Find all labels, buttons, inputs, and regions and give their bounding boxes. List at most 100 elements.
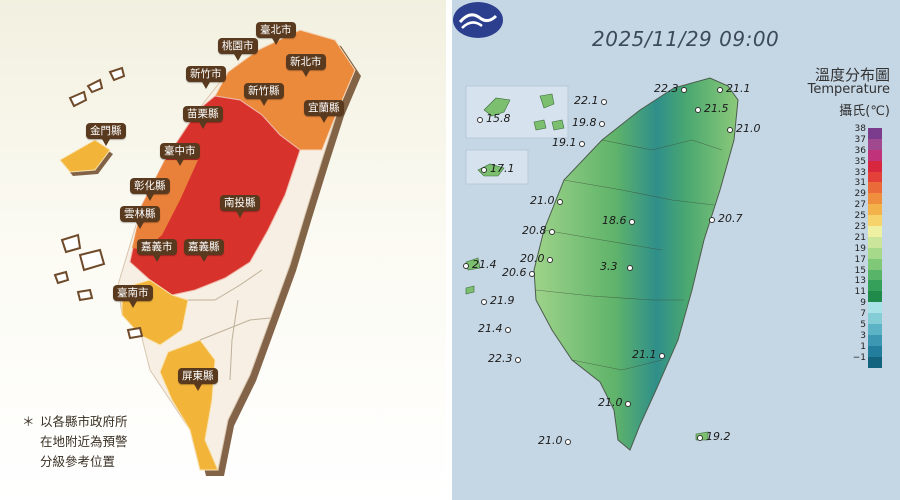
pin-tainan-city[interactable]: 臺南市 bbox=[113, 285, 153, 308]
pin-label: 屏東縣 bbox=[178, 368, 218, 384]
map-title-en: Temperature bbox=[807, 82, 890, 97]
station-dot[interactable] bbox=[579, 141, 585, 147]
station-dot[interactable] bbox=[659, 353, 665, 359]
station-dot[interactable] bbox=[547, 257, 553, 263]
taiwan-island bbox=[533, 77, 739, 451]
legend-swatch bbox=[868, 302, 882, 314]
pin-changhua-county[interactable]: 彰化縣 bbox=[130, 178, 170, 201]
pin-taipei-city[interactable]: 臺北市 bbox=[256, 22, 296, 45]
pin-hsinchu-city[interactable]: 新竹市 bbox=[186, 66, 226, 89]
pin-label: 彰化縣 bbox=[130, 178, 170, 194]
reference-note: ＊ 以各縣市政府所 在地附近為預警 分級參考位置 bbox=[22, 412, 128, 472]
pin-label: 臺南市 bbox=[113, 285, 153, 301]
legend-swatch bbox=[868, 345, 882, 357]
station-dot[interactable] bbox=[627, 265, 633, 271]
station-temperature: 19.8 bbox=[572, 116, 597, 129]
station-dot[interactable] bbox=[727, 127, 733, 133]
legend-swatch bbox=[868, 324, 882, 335]
station-temperature: 22.1 bbox=[574, 94, 599, 107]
station-temperature: 21.0 bbox=[598, 396, 623, 409]
station-temperature: 21.0 bbox=[538, 434, 563, 447]
station-temperature: 21.1 bbox=[632, 348, 657, 361]
legend-swatch bbox=[868, 215, 882, 227]
pin-nantou-county[interactable]: 南投縣 bbox=[220, 195, 260, 218]
station-temperature: 21.4 bbox=[472, 258, 497, 271]
station-temperature: 18.6 bbox=[602, 214, 627, 227]
station-temperature: 22.3 bbox=[488, 352, 513, 365]
station-dot[interactable] bbox=[629, 219, 635, 225]
legend-ticks: 38 37 36 35 33 31 29 27 25 23 21 19 17 15 13 11 9 7 5 3 1 −1 bbox=[844, 124, 866, 364]
legend-tick: 37 bbox=[854, 134, 866, 145]
station-temperature: 21.0 bbox=[530, 194, 555, 207]
station-dot[interactable] bbox=[557, 199, 563, 205]
unit-label: 攝氏(℃) bbox=[839, 104, 890, 119]
cwa-logo bbox=[453, 2, 503, 38]
legend-tick: 36 bbox=[854, 145, 866, 156]
pin-label: 嘉義縣 bbox=[184, 239, 224, 255]
pin-kinmen-county[interactable]: 金門縣 bbox=[86, 123, 126, 146]
station-dot[interactable] bbox=[565, 439, 571, 445]
station-dot[interactable] bbox=[481, 167, 487, 173]
pin-yilan-county[interactable]: 宜蘭縣 bbox=[304, 100, 344, 123]
legend-tick: 17 bbox=[854, 254, 866, 265]
legend-tick: 27 bbox=[854, 200, 866, 211]
legend-swatch bbox=[868, 258, 882, 270]
station-dot[interactable] bbox=[697, 435, 703, 441]
pin-miaoli-county[interactable]: 苗栗縣 bbox=[183, 106, 223, 129]
legend-color-bar bbox=[868, 128, 882, 368]
station-dot[interactable] bbox=[599, 121, 605, 127]
county-lines bbox=[535, 139, 723, 371]
legend-tick: 33 bbox=[854, 167, 866, 178]
station-dot[interactable] bbox=[695, 107, 701, 113]
legend-swatch bbox=[868, 138, 882, 150]
station-dot[interactable] bbox=[505, 327, 511, 333]
pin-label: 桃園市 bbox=[218, 38, 258, 54]
pin-taichung-city[interactable]: 臺中市 bbox=[160, 143, 200, 166]
legend-swatch bbox=[868, 204, 882, 216]
station-temperature: 19.2 bbox=[706, 430, 731, 443]
legend-swatch bbox=[868, 313, 882, 325]
map-title: 溫度分布圖 bbox=[814, 66, 890, 84]
station-dot[interactable] bbox=[625, 401, 631, 407]
station-temperature: 19.1 bbox=[552, 136, 577, 149]
legend-tick: 35 bbox=[854, 156, 866, 167]
legend-tick: 7 bbox=[860, 309, 866, 320]
matsu-inset bbox=[465, 85, 569, 139]
station-dot[interactable] bbox=[463, 263, 469, 269]
pin-new-taipei-city[interactable]: 新北市 bbox=[286, 54, 326, 77]
station-dot[interactable] bbox=[549, 229, 555, 235]
kinmen-island bbox=[59, 139, 111, 173]
station-dot[interactable] bbox=[529, 271, 535, 277]
note-line-3: 分級參考位置 bbox=[40, 454, 116, 469]
pin-pingtung-county[interactable]: 屏東縣 bbox=[178, 368, 218, 391]
station-dot[interactable] bbox=[515, 357, 521, 363]
station-temperature: 20.7 bbox=[718, 212, 743, 225]
pin-chiayi-city[interactable]: 嘉義市 bbox=[137, 239, 177, 262]
pin-yunlin-county[interactable]: 雲林縣 bbox=[120, 206, 160, 229]
station-dot[interactable] bbox=[477, 117, 483, 123]
pin-label: 新北市 bbox=[286, 54, 326, 70]
outlying-islands bbox=[465, 257, 709, 441]
station-dot[interactable] bbox=[481, 299, 487, 305]
pin-label: 嘉義市 bbox=[137, 239, 177, 255]
station-dot[interactable] bbox=[601, 99, 607, 105]
station-temperature: 22.3 bbox=[654, 82, 679, 95]
station-temperature: 21.4 bbox=[478, 322, 503, 335]
legend-swatch bbox=[868, 160, 882, 172]
pin-taoyuan-city[interactable]: 桃園市 bbox=[218, 38, 258, 61]
station-dot[interactable] bbox=[681, 87, 687, 93]
station-temperature: 20.6 bbox=[502, 266, 527, 279]
legend-swatch bbox=[868, 226, 882, 237]
legend-swatch bbox=[868, 356, 882, 368]
legend-swatch bbox=[868, 291, 882, 303]
legend-tick: 15 bbox=[854, 265, 866, 276]
station-dot[interactable] bbox=[709, 217, 715, 223]
pin-chiayi-county[interactable]: 嘉義縣 bbox=[184, 239, 224, 262]
legend-swatch bbox=[868, 334, 882, 346]
station-dot[interactable] bbox=[717, 87, 723, 93]
legend-tick: 31 bbox=[854, 178, 866, 189]
pin-hsinchu-county[interactable]: 新竹縣 bbox=[244, 83, 284, 106]
station-temperature: 20.0 bbox=[520, 252, 545, 265]
pin-label: 苗栗縣 bbox=[183, 106, 223, 122]
